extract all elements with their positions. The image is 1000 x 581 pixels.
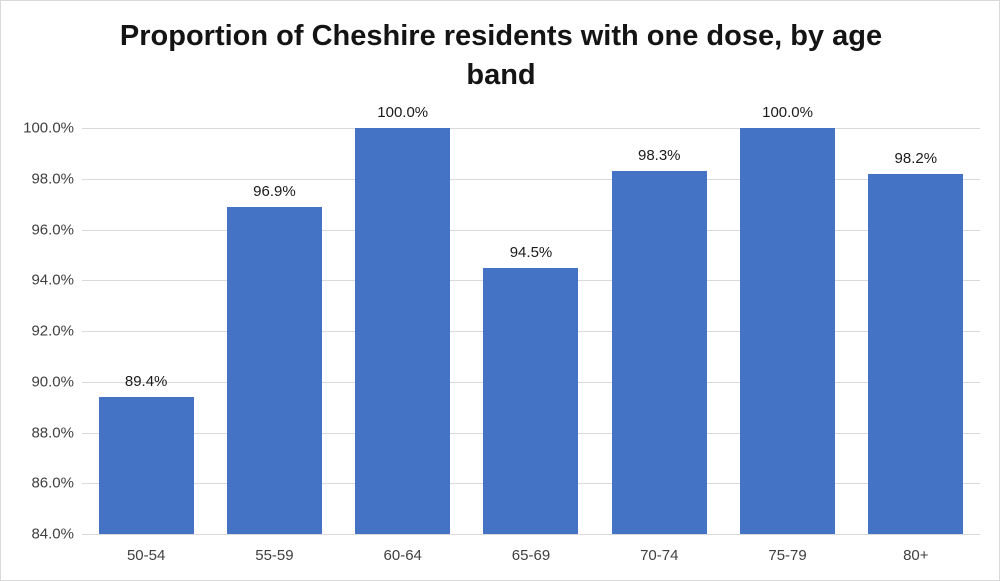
bar-slot: 98.3%	[595, 128, 723, 534]
bar-value-label: 98.3%	[637, 147, 681, 165]
gridline	[82, 128, 980, 129]
x-axis-category-label: 70-74	[640, 547, 679, 564]
bar-slot: 100.0%	[723, 104, 851, 534]
bar-slot: 96.9%	[210, 128, 338, 534]
bar-value-label: 100.0%	[762, 104, 813, 121]
y-axis: 100.0% 98.0% 96.0% 94.0% 92.0% 90.0% 88.0% 86.0…	[1, 120, 74, 543]
x-axis-category-label: 60-64	[383, 547, 422, 564]
y-axis-tick-label: 98.0%	[31, 170, 74, 188]
y-axis-tick-label: 84.0%	[31, 525, 74, 543]
x-axis-category-label: 65-69	[511, 547, 551, 564]
bars-container: 89.4% 96.9% 100.0% 94.5% 98.3% 100.0% 98.2%	[82, 104, 980, 534]
bar-80+	[868, 173, 964, 534]
bar-slot: 98.2%	[852, 128, 980, 534]
bar-50-54	[98, 396, 194, 534]
x-axis-category-label: 50-54	[126, 547, 166, 564]
gridline	[82, 229, 980, 231]
bar-value-label: 100.0%	[377, 104, 429, 121]
y-axis-tick-label: 88.0%	[31, 424, 74, 441]
y-axis-tick-label: 92.0%	[31, 322, 74, 340]
gridline	[82, 534, 980, 535]
bar-65-69	[483, 267, 579, 534]
bar-70-74	[611, 171, 707, 534]
bar-value-label: 94.5%	[509, 243, 553, 261]
y-axis-tick-label: 96.0%	[31, 221, 74, 238]
x-axis-category-label: 80+	[903, 547, 929, 564]
y-axis-tick-label: 90.0%	[31, 373, 74, 391]
bar-55-59	[226, 206, 322, 534]
chart-title: Proportion of Cheshire residents with on…	[119, 20, 883, 92]
bar-60-64	[355, 128, 451, 534]
y-axis-tick-label: 94.0%	[31, 271, 74, 289]
y-axis-tick-label: 86.0%	[31, 474, 74, 492]
bar-slot: 94.5%	[467, 128, 595, 534]
gridline	[82, 178, 980, 180]
plot-area: 89.4% 96.9% 100.0% 94.5% 98.3% 100.0% 98.2%	[82, 104, 980, 535]
x-axis-category-label: 75-79	[768, 547, 807, 564]
x-axis: 50-54 55-59 60-64 65-69 70-74 75-79 80+	[82, 547, 980, 564]
bar-slot: 89.4%	[82, 128, 210, 534]
x-axis-category-label: 55-59	[255, 547, 294, 564]
bar-value-label: 96.9%	[253, 182, 296, 200]
y-axis-tick-label: 100.0%	[23, 119, 74, 137]
bar-slot: 100.0%	[339, 104, 467, 534]
bar-value-label: 98.2%	[894, 149, 938, 167]
bar-75-79	[740, 128, 836, 534]
bar-value-label: 89.4%	[124, 372, 168, 390]
